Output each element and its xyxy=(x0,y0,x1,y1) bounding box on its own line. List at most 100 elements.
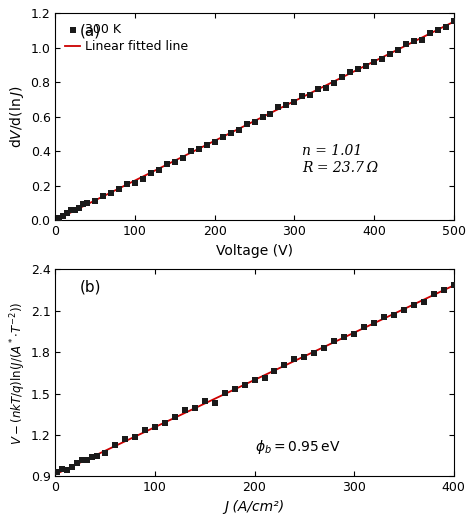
Point xyxy=(161,419,169,428)
Text: $\phi_b = 0.95\,\mathrm{eV}$: $\phi_b = 0.95\,\mathrm{eV}$ xyxy=(255,437,340,456)
300 K xyxy=(267,110,274,118)
300 K xyxy=(314,85,322,93)
X-axis label: Voltage (V): Voltage (V) xyxy=(216,244,293,257)
Point xyxy=(59,465,66,473)
300 K xyxy=(195,145,202,153)
Point xyxy=(131,433,139,441)
Point xyxy=(440,286,447,294)
300 K xyxy=(299,92,306,100)
300 K xyxy=(155,165,163,174)
300 K xyxy=(354,65,362,74)
300 K xyxy=(307,90,314,99)
Point xyxy=(89,453,96,461)
300 K xyxy=(171,158,179,166)
300 K xyxy=(219,133,227,141)
Point xyxy=(111,441,119,449)
Point xyxy=(450,281,457,290)
Point xyxy=(151,422,159,431)
Point xyxy=(430,290,438,299)
300 K xyxy=(243,120,250,128)
Y-axis label: $V-(nkT/q)\ln(J/(A^*\!\cdot\!T^{-2}))$: $V-(nkT/q)\ln(J/(A^*\!\cdot\!T^{-2}))$ xyxy=(9,301,28,445)
300 K xyxy=(80,200,87,208)
Point xyxy=(181,406,189,414)
Point xyxy=(291,354,298,363)
Point xyxy=(211,399,219,407)
300 K xyxy=(370,57,378,66)
300 K xyxy=(163,160,171,169)
300 K xyxy=(378,55,386,64)
Point xyxy=(420,298,428,306)
300 K xyxy=(402,40,410,49)
Point xyxy=(340,333,348,341)
Point xyxy=(64,466,71,474)
300 K xyxy=(64,209,71,218)
300 K xyxy=(346,68,354,77)
300 K xyxy=(91,197,99,205)
300 K xyxy=(394,46,401,54)
300 K xyxy=(227,128,235,137)
Point xyxy=(360,323,368,331)
Y-axis label: $\mathrm{d}V/\mathrm{d}(\ln J)$: $\mathrm{d}V/\mathrm{d}(\ln J)$ xyxy=(9,86,27,148)
Point xyxy=(201,397,209,405)
300 K xyxy=(291,98,298,106)
300 K xyxy=(330,79,338,87)
Point xyxy=(93,452,101,460)
300 K xyxy=(211,138,219,147)
Point xyxy=(370,319,378,327)
300 K xyxy=(187,147,195,155)
300 K xyxy=(83,199,91,207)
Point xyxy=(281,361,288,369)
300 K xyxy=(442,22,449,31)
Text: (a): (a) xyxy=(79,23,100,39)
300 K xyxy=(75,204,83,212)
300 K xyxy=(338,73,346,81)
300 K xyxy=(203,140,210,149)
300 K xyxy=(410,37,418,45)
Point xyxy=(241,381,248,389)
300 K xyxy=(426,29,434,38)
300 K xyxy=(418,35,426,44)
300 K xyxy=(251,117,258,126)
Point xyxy=(141,426,149,434)
Point xyxy=(54,468,61,476)
300 K xyxy=(179,154,187,162)
300 K xyxy=(362,62,370,70)
Point xyxy=(191,404,199,412)
Point xyxy=(69,462,76,471)
300 K xyxy=(68,206,75,215)
Point xyxy=(221,388,228,397)
300 K xyxy=(108,189,115,197)
Point xyxy=(410,301,418,309)
300 K xyxy=(274,103,282,111)
Point xyxy=(400,305,408,314)
300 K xyxy=(434,26,441,34)
300 K xyxy=(386,50,394,58)
Legend: 300 K, Linear fitted line: 300 K, Linear fitted line xyxy=(62,20,192,57)
300 K xyxy=(147,169,155,177)
Point xyxy=(310,349,318,357)
300 K xyxy=(60,212,67,220)
Point xyxy=(380,313,388,321)
Point xyxy=(261,374,268,383)
Point xyxy=(251,375,258,384)
300 K xyxy=(131,179,139,187)
Point xyxy=(83,456,91,464)
300 K xyxy=(55,213,63,222)
300 K xyxy=(72,206,79,215)
Point xyxy=(330,337,338,345)
300 K xyxy=(100,192,107,200)
Point xyxy=(73,459,81,468)
Point xyxy=(301,353,308,361)
Point xyxy=(390,311,398,319)
Point xyxy=(79,456,86,464)
X-axis label: J (A/cm²): J (A/cm²) xyxy=(225,500,284,514)
Point xyxy=(271,366,278,375)
Point xyxy=(121,435,129,443)
300 K xyxy=(235,126,242,135)
300 K xyxy=(115,185,123,193)
Text: (b): (b) xyxy=(79,280,101,295)
Point xyxy=(171,413,179,421)
Point xyxy=(350,329,358,338)
Text: n = 1.01
R = 23.7 Ω: n = 1.01 R = 23.7 Ω xyxy=(302,145,378,175)
Point xyxy=(231,385,238,394)
